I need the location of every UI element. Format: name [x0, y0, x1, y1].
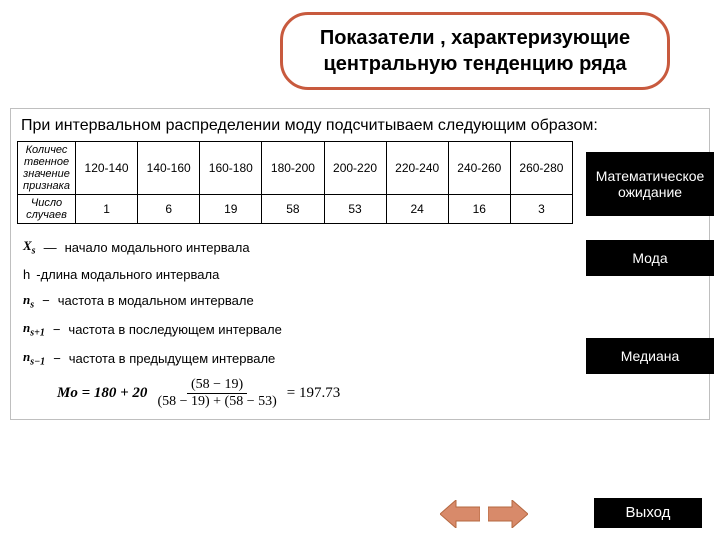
cell: 16 — [448, 195, 510, 224]
side-button-median[interactable]: Медиана — [586, 338, 714, 374]
cell: 1 — [76, 195, 138, 224]
side-button-expectation[interactable]: Математическое ожидание — [586, 152, 714, 216]
def-text: частота в модальном интервале — [58, 293, 254, 308]
symbol-nsm1: ns−1 — [23, 349, 45, 368]
row-header: Количес твенное значение признака — [18, 142, 76, 195]
symbol-ns: ns — [23, 292, 34, 311]
cell: 140-160 — [138, 142, 200, 195]
prev-arrow[interactable] — [440, 500, 480, 528]
data-table: Количес твенное значение признака 120-14… — [17, 141, 573, 224]
formula-lhs: Mo = 180 + 20 — [57, 385, 147, 402]
page-title: Показатели , характеризующие центральную… — [280, 12, 670, 90]
row-header: Число случаев — [18, 195, 76, 224]
formula-fraction: (58 − 19) (58 − 19) + (58 − 53) — [153, 377, 280, 409]
def-text: -длина модального интервала — [36, 267, 219, 282]
cell: 220-240 — [386, 142, 448, 195]
cell: 19 — [200, 195, 262, 224]
side-button-mode[interactable]: Мода — [586, 240, 714, 276]
symbol-h: h — [23, 267, 30, 282]
formula-denominator: (58 − 19) + (58 − 53) — [153, 394, 280, 409]
formula-rhs: = 197.73 — [287, 385, 340, 402]
cell: 180-200 — [262, 142, 324, 195]
def-text: частота в предыдущем интервале — [69, 351, 276, 366]
def-text: частота в последующем интервале — [68, 322, 281, 337]
cell: 6 — [138, 195, 200, 224]
formula-numerator: (58 − 19) — [187, 377, 247, 393]
cell: 260-280 — [510, 142, 572, 195]
def-text: начало модального интервала — [65, 240, 250, 255]
cell: 240-260 — [448, 142, 510, 195]
table-row: Количес твенное значение признака 120-14… — [18, 142, 573, 195]
intro-text: При интервальном распределении моду подс… — [17, 117, 703, 135]
cell: 3 — [510, 195, 572, 224]
cell: 58 — [262, 195, 324, 224]
cell: 24 — [386, 195, 448, 224]
cell: 160-180 — [200, 142, 262, 195]
next-arrow[interactable] — [488, 500, 528, 528]
def-row: ns − частота в модальном интервале — [23, 292, 703, 311]
nav-arrows — [440, 500, 528, 528]
exit-button[interactable]: Выход — [594, 498, 702, 528]
def-row: ns+1 − частота в последующем интервале — [23, 320, 703, 339]
symbol-xs: Xs — [23, 238, 36, 257]
cell: 200-220 — [324, 142, 386, 195]
cell: 120-140 — [76, 142, 138, 195]
formula: Mo = 180 + 20 (58 − 19) (58 − 19) + (58 … — [57, 377, 703, 409]
table-row: Число случаев 1 6 19 58 53 24 16 3 — [18, 195, 573, 224]
cell: 53 — [324, 195, 386, 224]
symbol-ns1: ns+1 — [23, 320, 45, 339]
